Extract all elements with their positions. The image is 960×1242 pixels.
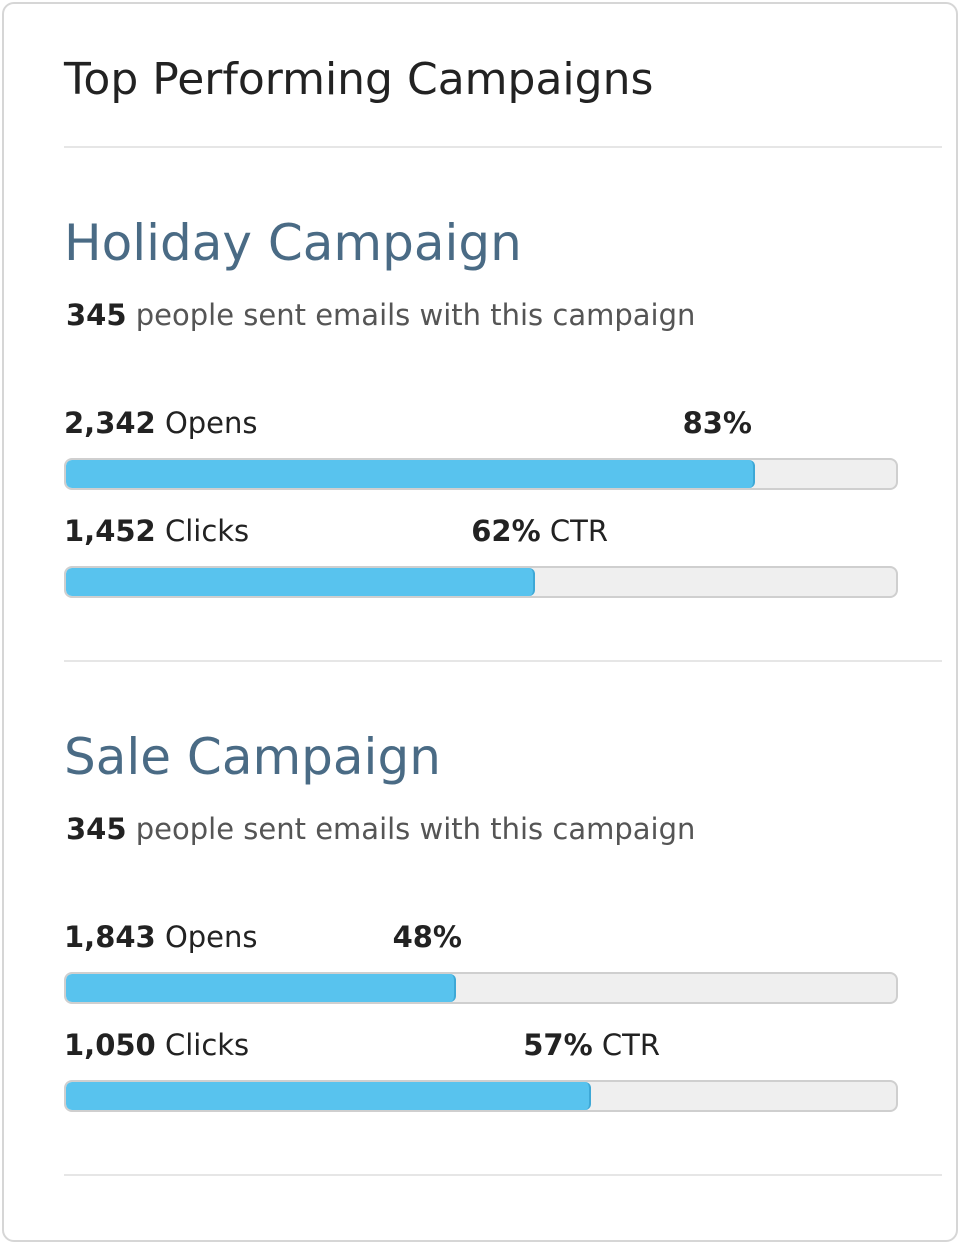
clicks-percent-value: 62% xyxy=(471,514,541,548)
campaign-sale[interactable]: Sale Campaign 345 people sent emails wit… xyxy=(64,728,904,1148)
campaign-divider xyxy=(64,660,942,662)
bottom-divider xyxy=(64,1174,942,1176)
opens-percent: 83% xyxy=(683,406,752,440)
clicks-label: 1,452 Clicks xyxy=(64,514,249,548)
clicks-progress-bar xyxy=(64,566,898,598)
panel-title: Top Performing Campaigns xyxy=(64,54,654,105)
clicks-label: 1,050 Clicks xyxy=(64,1028,249,1062)
opens-text: Opens xyxy=(155,406,258,440)
sent-text: people sent emails with this campaign xyxy=(126,298,696,332)
clicks-progress-fill xyxy=(66,568,535,596)
clicks-percent: 57% CTR xyxy=(523,1028,660,1062)
clicks-percent-suffix: CTR xyxy=(540,514,608,548)
opens-count: 2,342 xyxy=(64,406,156,440)
opens-percent-value: 83% xyxy=(682,406,752,440)
campaign-name[interactable]: Holiday Campaign xyxy=(64,214,522,272)
opens-progress-bar xyxy=(64,972,898,1004)
opens-progress-bar xyxy=(64,458,898,490)
campaign-sent-summary: 345 people sent emails with this campaig… xyxy=(66,298,695,332)
clicks-percent-suffix: CTR xyxy=(592,1028,660,1062)
sent-count: 345 xyxy=(66,812,127,846)
opens-label: 1,843 Opens xyxy=(64,920,258,954)
campaign-sent-summary: 345 people sent emails with this campaig… xyxy=(66,812,695,846)
clicks-count: 1,050 xyxy=(64,1028,156,1062)
clicks-percent: 62% CTR xyxy=(471,514,608,548)
sent-text: people sent emails with this campaign xyxy=(126,812,696,846)
opens-label: 2,342 Opens xyxy=(64,406,258,440)
opens-text: Opens xyxy=(155,920,258,954)
opens-progress-fill xyxy=(66,460,755,488)
opens-percent-value: 48% xyxy=(392,920,462,954)
campaign-holiday[interactable]: Holiday Campaign 345 people sent emails … xyxy=(64,214,904,634)
clicks-progress-fill xyxy=(66,1082,591,1110)
sent-count: 345 xyxy=(66,298,127,332)
opens-count: 1,843 xyxy=(64,920,156,954)
clicks-progress-bar xyxy=(64,1080,898,1112)
opens-percent: 48% xyxy=(393,920,462,954)
clicks-text: Clicks xyxy=(155,1028,250,1062)
title-divider xyxy=(64,146,942,148)
clicks-percent-value: 57% xyxy=(523,1028,593,1062)
clicks-count: 1,452 xyxy=(64,514,156,548)
opens-progress-fill xyxy=(66,974,457,1002)
campaign-name[interactable]: Sale Campaign xyxy=(64,728,441,786)
clicks-text: Clicks xyxy=(155,514,250,548)
